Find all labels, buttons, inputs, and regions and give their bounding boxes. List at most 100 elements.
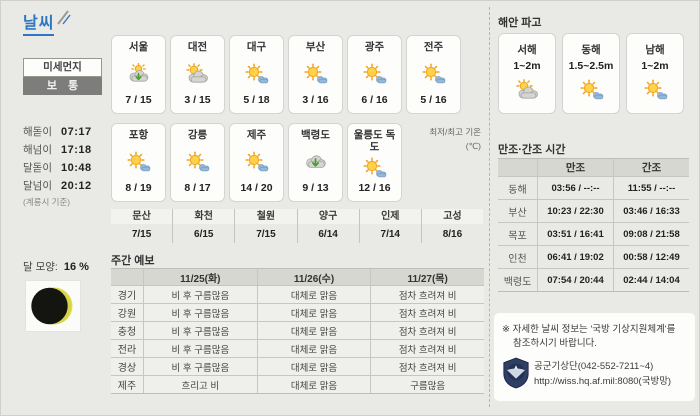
weekly-forecast-title: 주간 예보 <box>111 255 155 267</box>
moonset-row: 달넘이 20:12 <box>23 178 113 193</box>
weekly-header-blank <box>111 269 144 285</box>
sun-small-cloud-icon <box>184 150 211 174</box>
city-temps: 3 / 16 <box>302 93 329 106</box>
temp-legend-line1: 최저/최고 기온 <box>429 127 481 137</box>
city-name: 울릉도 독도 <box>353 129 396 153</box>
sunset-row: 해넘이 17:18 <box>23 142 113 157</box>
city-card-ulleungdo-dokdo: 울릉도 독도 12 / 16 <box>347 123 402 202</box>
sun-behind-cloud-icon <box>514 79 541 106</box>
city-cards-row-1: 서울 7 / 15 대전 3 / 15 대구 5 / 18 부산 3 / 16 … <box>111 35 461 114</box>
city-card-daegu: 대구 5 / 18 <box>229 35 284 114</box>
forecast-cell: 비 후 구름많음 <box>144 340 258 357</box>
high-tide-times: 03:51 / 16:41 <box>538 223 614 245</box>
tide-row-baengnyeongdo: 백령도 07:54 / 20:44 02:44 / 14:04 <box>498 269 689 291</box>
temp-legend-note: 최저/최고 기온 (℃) <box>399 126 481 153</box>
sun-cloud-green-arrow-icon <box>125 62 152 86</box>
low-tide-times: 02:44 / 14:04 <box>623 274 680 286</box>
high-tide-times: 07:54 / 20:44 <box>538 269 614 291</box>
forecast-cell: 점차 흐려져 비 <box>398 362 457 374</box>
sun-small-cloud-icon <box>578 79 605 106</box>
city-temps: 6 / 16 <box>361 93 388 106</box>
city-temps: 9 / 13 <box>302 181 329 194</box>
weekly-row-gangwon: 강원 비 후 구름많음 대체로 맑음 점차 흐려져 비 <box>111 304 484 322</box>
wave-height: 1~2m <box>513 60 541 72</box>
sun-small-cloud-icon <box>302 62 329 86</box>
forecast-cell: 대체로 맑음 <box>258 358 372 375</box>
city-name: 백령도 <box>301 129 330 141</box>
moon-phase-label: 달 모양: <box>23 261 58 273</box>
city-name: 전주 <box>423 41 444 53</box>
page-title: 날씨 <box>23 9 55 36</box>
sun-small-cloud-icon <box>420 62 447 86</box>
port-name: 목포 <box>498 223 538 245</box>
city-card-jeonju: 전주 5 / 16 <box>406 35 461 114</box>
forecast-cell: 대체로 맑음 <box>258 286 372 303</box>
moonset-time: 20:12 <box>61 180 92 192</box>
weekly-row-jeju: 제주 흐리고 비 대체로 맑음 구름많음 <box>111 376 484 393</box>
weekly-row-gyeonggi: 경기 비 후 구름많음 대체로 맑음 점차 흐려져 비 <box>111 286 484 304</box>
fine-dust-box: 미세먼지 보 통 <box>23 58 102 95</box>
city-card-busan: 부산 3 / 16 <box>288 35 343 114</box>
sun-small-cloud-icon <box>642 79 669 106</box>
tide-header-row: 만조 간조 <box>498 159 689 177</box>
tide-times-table: 만조 간조 동해 03:56 / --:-- 11:55 / --:-- 부산 … <box>498 158 689 292</box>
port-name: 인천 <box>498 246 538 268</box>
city-card-daejeon: 대전 3 / 15 <box>170 35 225 114</box>
air-force-weather-emblem-icon <box>502 357 530 394</box>
station-name: 고성 <box>421 209 484 226</box>
sun-small-cloud-icon <box>361 156 388 180</box>
city-temps: 5 / 16 <box>420 93 447 106</box>
region-label: 경기 <box>111 286 144 303</box>
wave-height: 1~2m <box>641 60 669 72</box>
station-col-inje: 인제 7/14 <box>359 209 422 243</box>
city-name: 대구 <box>246 41 267 53</box>
tide-row-donghae: 동해 03:56 / --:-- 11:55 / --:-- <box>498 177 689 200</box>
notice-org: 공군기상단(042-552-7211~4) <box>534 361 654 373</box>
high-tide-times: 06:41 / 19:02 <box>538 246 614 268</box>
high-tide-header: 만조 <box>538 159 614 176</box>
low-tide-header: 간조 <box>641 162 662 174</box>
sunrise-row: 해돋이 07:17 <box>23 124 113 139</box>
station-temps: 7/15 <box>131 229 152 240</box>
notice-url: http://wiss.hq.af.mil:8080(국방망) <box>534 376 672 387</box>
brush-slash-icon <box>56 9 72 26</box>
city-temps: 7 / 15 <box>125 93 152 106</box>
city-name: 강릉 <box>187 129 208 141</box>
cloud-green-arrow-icon <box>302 150 329 174</box>
forecast-cell: 비 후 구름많음 <box>144 286 258 303</box>
sea-name: 서해 <box>517 44 537 56</box>
forecast-cell: 대체로 맑음 <box>258 304 372 321</box>
station-col-cheorwon: 철원 7/15 <box>235 209 298 243</box>
sunset-time: 17:18 <box>61 144 92 156</box>
weekly-row-jeolla: 전라 비 후 구름많음 대체로 맑음 점차 흐려져 비 <box>111 340 484 358</box>
city-card-seoul: 서울 7 / 15 <box>111 35 166 114</box>
city-name: 대전 <box>187 41 208 53</box>
city-name: 광주 <box>364 41 385 53</box>
moon-phase-line: 달 모양: 16 % <box>23 259 89 274</box>
forecast-cell: 대체로 맑음 <box>258 322 372 339</box>
station-temps: 6/14 <box>318 229 338 240</box>
forecast-cell: 점차 흐려져 비 <box>398 326 457 338</box>
weekly-row-chungcheong: 충청 비 후 구름많음 대체로 맑음 점차 흐려져 비 <box>111 322 484 340</box>
city-temps: 5 / 18 <box>243 93 270 106</box>
sun-small-cloud-icon <box>125 150 152 174</box>
region-label: 강원 <box>111 304 144 321</box>
sea-cards-row: 서해 1~2m 동해 1.5~2.5m 남해 1~2m <box>498 33 684 114</box>
region-label: 제주 <box>111 376 144 393</box>
weekly-forecast-table: 11/25(화) 11/26(수) 11/27(목) 경기 비 후 구름많음 대… <box>111 268 484 394</box>
moonrise-row: 달돋이 10:48 <box>23 160 113 175</box>
city-cards-row-2: 포항 8 / 19 강릉 8 / 17 제주 14 / 20 백령도 9 / 1… <box>111 123 402 202</box>
forecast-cell: 점차 흐려져 비 <box>398 344 457 356</box>
times-basis-note: (계룡시 기준) <box>23 197 71 207</box>
station-name: 화천 <box>173 209 235 226</box>
moon-phase-percent: 16 % <box>63 261 89 273</box>
weekly-row-gyeongsang: 경상 비 후 구름많음 대체로 맑음 점차 흐려져 비 <box>111 358 484 376</box>
vertical-dashed-divider <box>489 7 490 407</box>
notice-line1: ※ 자세한 날씨 정보는 '국방 기상지원체계'를 <box>502 324 676 335</box>
station-name: 문산 <box>111 209 173 226</box>
sea-card-south: 남해 1~2m <box>626 33 684 114</box>
moonrise-time: 10:48 <box>61 162 92 174</box>
forecast-cell: 흐리고 비 <box>144 376 258 393</box>
station-col-hwacheon: 화천 6/15 <box>173 209 236 243</box>
